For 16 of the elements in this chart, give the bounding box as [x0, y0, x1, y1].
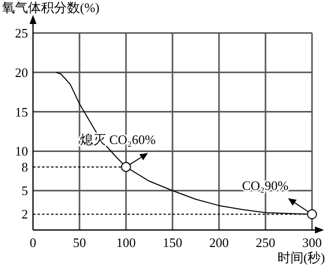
- y-tick-label: 5: [22, 183, 28, 198]
- y-tick-label: 8: [22, 159, 28, 174]
- x-tick-label: 100: [116, 235, 136, 250]
- y-tick-label: 15: [15, 104, 28, 120]
- x-tick-label: 250: [256, 235, 276, 250]
- y-axis-title: 氧气体积分数(%): [2, 0, 100, 15]
- y-tick-label: 25: [15, 26, 28, 40]
- x-tick-label: 150: [162, 235, 182, 250]
- y-tick-label: 2: [22, 206, 28, 222]
- x-tick-label: 200: [209, 235, 229, 250]
- y-tick-label: 10: [15, 144, 28, 159]
- x-axis-title: 时间(秒): [277, 250, 325, 265]
- x-tick-label: 300: [302, 235, 322, 250]
- x-tick-label: 50: [73, 235, 86, 250]
- x-tick-label: 0: [30, 235, 36, 250]
- y-tick-label: 20: [15, 64, 28, 80]
